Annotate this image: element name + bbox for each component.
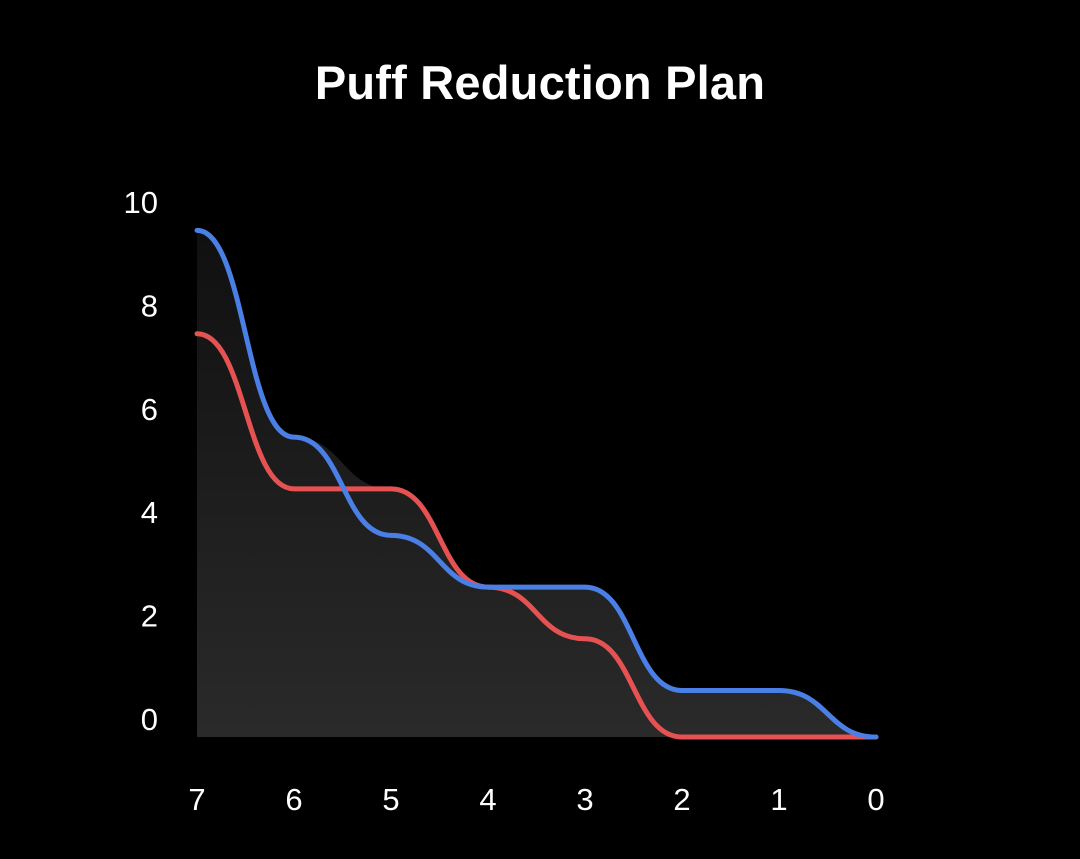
y-tick-label-2: 2	[141, 599, 158, 634]
area-fill	[197, 230, 876, 737]
y-tick-label-0: 0	[141, 702, 158, 737]
x-tick-label-4: 4	[479, 782, 496, 817]
x-tick-label-5: 5	[382, 782, 399, 817]
x-tick-label-3: 3	[576, 782, 593, 817]
series-line-2	[194, 331, 879, 740]
series-line-1	[194, 227, 879, 740]
y-tick-label-8: 8	[141, 288, 158, 323]
x-tick-label-7: 7	[188, 782, 205, 817]
x-tick-label-2: 2	[673, 782, 690, 817]
y-tick-label-6: 6	[141, 392, 158, 427]
x-tick-label-6: 6	[285, 782, 302, 817]
y-tick-label-4: 4	[141, 495, 158, 530]
x-tick-label-0: 0	[867, 782, 884, 817]
y-tick-label-10: 10	[124, 185, 158, 220]
chart-title: Puff Reduction Plan	[314, 56, 766, 109]
x-tick-label-1: 1	[770, 782, 787, 817]
